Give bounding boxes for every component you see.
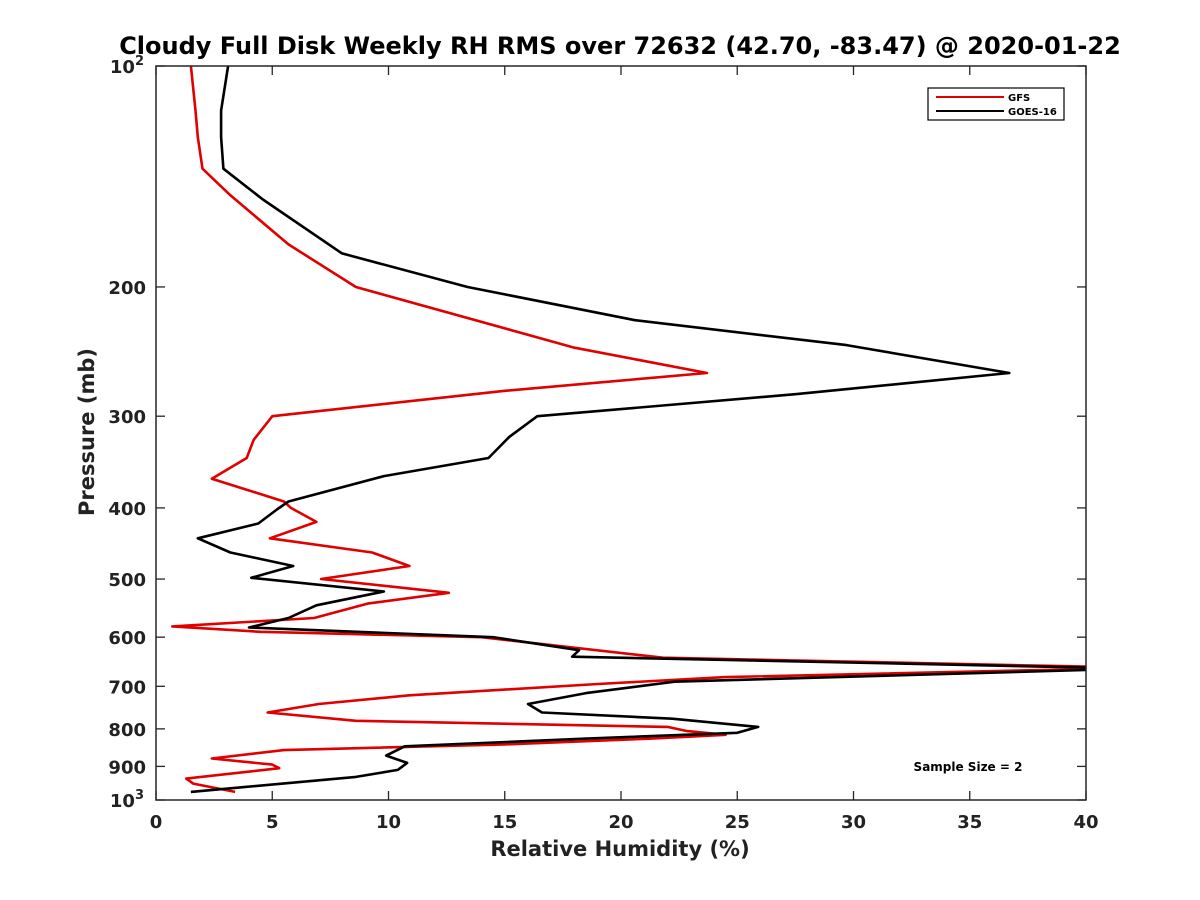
- x-axis-label: Relative Humidity (%): [490, 837, 749, 861]
- legend: GFS GOES-16: [927, 87, 1065, 121]
- plot-area: 0 5 10 15 20 25 30 35 40 102 200 300 400 500 600 700 80…: [108, 54, 1098, 833]
- x-tick-label: 40: [1073, 812, 1098, 833]
- y-tick-label: 700: [108, 677, 146, 698]
- chart-title: Cloudy Full Disk Weekly RH RMS over 7263…: [119, 32, 1121, 60]
- y-tick-label: 103: [110, 788, 144, 812]
- y-tick-label: 800: [108, 720, 146, 741]
- x-tick-label: 25: [725, 812, 750, 833]
- sample-size-annotation: Sample Size = 2: [914, 760, 1023, 774]
- y-tick-label: 900: [108, 757, 146, 778]
- y-tick-label: 600: [108, 628, 146, 649]
- legend-box: [927, 87, 1065, 121]
- x-tick-label: 20: [608, 812, 633, 833]
- y-axis-label: Pressure (mb): [75, 348, 99, 516]
- y-tick-label: 102: [110, 54, 144, 78]
- y-tick-label: 300: [108, 407, 146, 428]
- series-line-goes16: [190, 66, 1086, 794]
- y-tick-label: 500: [108, 570, 146, 591]
- x-tick-label: 30: [841, 812, 866, 833]
- y-tick-label: 200: [108, 278, 146, 299]
- x-tick-label: 5: [266, 812, 279, 833]
- series-line-gfs: [171, 66, 1086, 794]
- x-tick-label: 35: [957, 812, 982, 833]
- legend-label-goes16: GOES-16: [1008, 107, 1057, 118]
- x-tick-label: 15: [492, 812, 517, 833]
- x-tick-label: 10: [376, 812, 401, 833]
- x-tick-label: 0: [150, 812, 163, 833]
- y-axis: 102 200 300 400 500 600 700 800 900 103: [108, 54, 1086, 812]
- x-axis: 0 5 10 15 20 25 30 35 40: [150, 66, 1099, 833]
- y-tick-label: 400: [108, 499, 146, 520]
- series-group: [171, 66, 1086, 794]
- legend-label-gfs: GFS: [1008, 93, 1030, 104]
